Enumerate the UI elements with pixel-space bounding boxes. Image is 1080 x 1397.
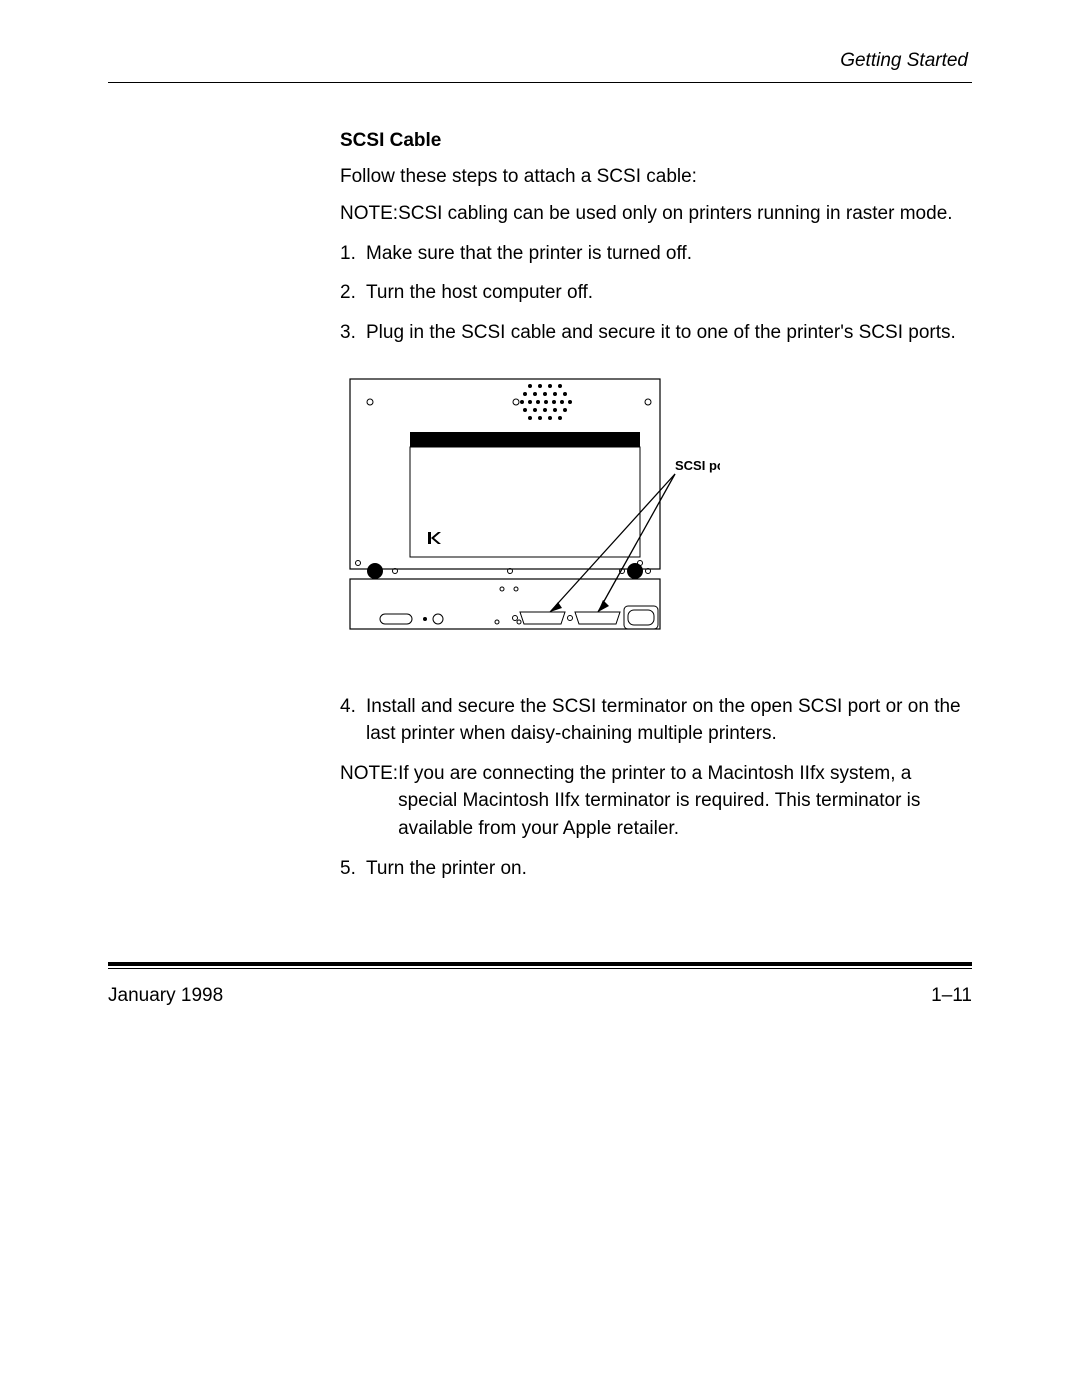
scsi-ports-label: SCSI ports [675,458,720,473]
footer-page: 1–11 [931,985,972,1007]
printer-diagram-svg: SCSI ports [340,374,720,654]
printer-figure: SCSI ports [340,374,972,663]
step-num: 2. [340,279,366,307]
step-text: Turn the printer on. [366,855,972,883]
note-1: NOTE: SCSI cabling can be used only on p… [340,200,972,228]
footer-rule-thin [108,968,972,969]
scsi-port-1 [513,612,573,624]
footer-rule-thick [108,962,972,966]
step-1: 1. Make sure that the printer is turned … [340,240,972,268]
step-text: Plug in the SCSI cable and secure it to … [366,319,972,347]
page-footer: January 1998 1–11 [108,962,972,1007]
step-text: Make sure that the printer is turned off… [366,240,972,268]
step-num: 4. [340,693,366,748]
footer-date: January 1998 [108,985,223,1007]
scsi-port-2 [575,612,620,624]
note-label: NOTE: [340,760,398,843]
header-rule [108,82,972,83]
note-body: If you are connecting the printer to a M… [398,760,972,843]
note-body: SCSI cabling can be used only on printer… [398,200,972,228]
content-column: SCSI Cable Follow these steps to attach … [340,127,972,882]
step-5: 5. Turn the printer on. [340,855,972,883]
step-2: 2. Turn the host computer off. [340,279,972,307]
header-section: Getting Started [108,50,972,72]
step-text: Turn the host computer off. [366,279,972,307]
step-num: 3. [340,319,366,347]
step-num: 1. [340,240,366,268]
step-text: Install and secure the SCSI terminator o… [366,693,972,748]
note-label: NOTE: [340,200,398,228]
step-num: 5. [340,855,366,883]
section-title: SCSI Cable [340,127,972,155]
step-3: 3. Plug in the SCSI cable and secure it … [340,319,972,347]
note-2: NOTE: If you are connecting the printer … [340,760,972,843]
intro-text: Follow these steps to attach a SCSI cabl… [340,163,972,191]
step-4: 4. Install and secure the SCSI terminato… [340,693,972,748]
